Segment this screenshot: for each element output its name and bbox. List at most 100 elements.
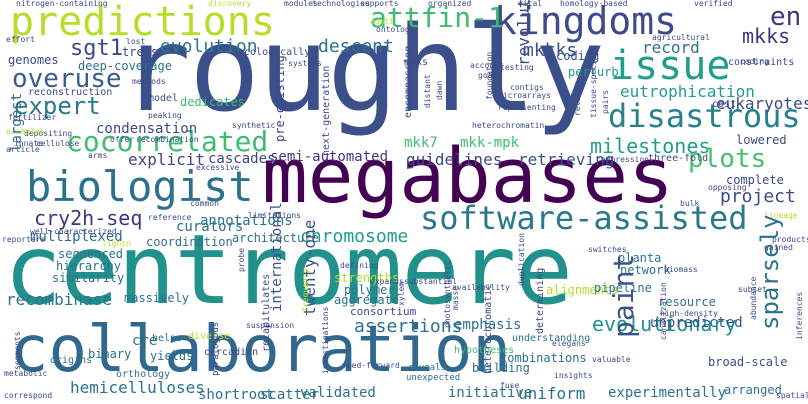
word-cre: cre (132, 333, 158, 349)
word-planta: planta (618, 251, 662, 265)
word-curators: curators (176, 219, 244, 235)
word-probe: probe (237, 247, 246, 272)
word-multiplexed: multiplexed (30, 229, 123, 245)
word-experimentally: experimentally (608, 385, 727, 401)
word-milestones: milestones (590, 134, 711, 158)
word-reference: reference (148, 213, 192, 222)
word-guidelines: guidelines (406, 150, 503, 169)
word-largest: largest (9, 92, 25, 152)
word-inferences: inferences (795, 291, 804, 340)
word-massively: massively (124, 291, 190, 305)
word-switches: switches (588, 245, 627, 254)
word-plots: plots (688, 144, 767, 174)
word-verified: verified (694, 0, 733, 8)
word-substantial: substantial (404, 277, 457, 286)
word-three-fold: three-fold (648, 153, 709, 164)
word-biomass: biomass (664, 265, 698, 274)
word-international: international (269, 202, 285, 312)
word-recombinase: recombinase (6, 290, 112, 309)
word-kingdoms: kingdoms (494, 0, 678, 43)
word-mkk7: mkk7 (404, 135, 438, 151)
word-cry2h-seq: cry2h-seq (34, 206, 143, 230)
word-project: project (720, 186, 796, 207)
word-correspond: correspond (4, 391, 53, 400)
word-testing: testing (500, 63, 534, 72)
word-heterochromatic: heterochromatic (483, 283, 494, 374)
word-chromosome: chromosome (300, 226, 409, 247)
word-binary: binary (88, 347, 132, 361)
word-valuable: valuable (592, 355, 631, 364)
word-sgt1: sgt1 (70, 36, 123, 61)
word-diverse: diverse (188, 331, 231, 342)
word-encompassing: encompassing (403, 45, 414, 118)
word-elegans: elegans (552, 339, 586, 348)
word-trees: trees (122, 45, 159, 59)
word-lignin: lignin (102, 239, 131, 248)
word-heterochromatin: heterochromatin (472, 121, 545, 130)
word-agricultural: agricultural (652, 33, 710, 42)
word-megabases: megabases (262, 131, 674, 220)
word-investigations: investigations (321, 306, 330, 374)
word-aggregate: aggregate (334, 293, 400, 307)
word-well-characterized: well-characterized (30, 227, 117, 236)
word-scatter: scatter (260, 387, 320, 403)
word-synthetic: synthetic (232, 121, 276, 130)
word-emphasis: emphasis (454, 317, 522, 333)
word-technologies: technologies (312, 0, 370, 8)
word-issue: issue (610, 43, 731, 89)
word-products: products (772, 235, 808, 244)
word-abundance: abundance (749, 276, 758, 320)
word-goal: goal (478, 71, 498, 80)
word-eutrophication: eutrophication (620, 82, 755, 101)
word-next-generation: next-generation (321, 65, 332, 156)
word-defining: defining (340, 261, 379, 270)
word-uniform: uniform (518, 384, 586, 403)
word-complete: complete (726, 173, 784, 187)
word-sequenced: sequenced (58, 247, 124, 261)
word-yields: yields (150, 349, 194, 363)
word-canalization: canalization (659, 282, 668, 340)
word-excessive: excessive (196, 163, 240, 172)
word-arranged: arranged (724, 383, 782, 397)
word-nitrogen-containing: nitrogen-containing (16, 0, 108, 8)
word-similarity: similarity (52, 271, 125, 285)
word-vital: vital (518, 0, 543, 8)
word-tissue-specific: tissue-specific (589, 45, 598, 118)
word-helps: helps (152, 333, 183, 344)
word-mpks: mpks (404, 57, 429, 68)
word-annotations: annotations (200, 213, 293, 229)
word-high-density: high-density (660, 309, 718, 318)
word-reporters: reporters (2, 235, 46, 244)
word-origins: origins (50, 355, 93, 366)
word-segments: segments (13, 331, 22, 370)
word-ecologically: ecologically (238, 47, 311, 58)
word-lowered: lowered (736, 133, 787, 147)
word-alignments: alignments (546, 283, 619, 297)
word-availability: availability (452, 283, 510, 292)
word-cost: cost (712, 99, 737, 110)
word-evolutionary: evolutionary (592, 312, 737, 336)
word-cellulose: cellulose (36, 139, 80, 148)
word-pre-existing: pre-existing (273, 55, 287, 142)
word-paralogous: paralogous (211, 321, 221, 376)
word-examples: examples (6, 127, 45, 136)
word-cascades: cascades (208, 151, 276, 167)
word-revolution: revolution (514, 0, 533, 66)
word-pairs: pairs (601, 89, 610, 114)
word-architecture: architecture (232, 231, 319, 245)
word-mkk-mpk: mkk-mpk (460, 135, 520, 151)
word-roughly: roughly (120, 0, 605, 138)
word-effort: effort (6, 35, 35, 44)
word-contigs: contigs (510, 83, 544, 92)
word-expert: expert (14, 92, 101, 120)
word-paint: paint (607, 253, 640, 338)
word-combinations: combinations (500, 351, 587, 365)
word-strengths: strengths (334, 271, 400, 285)
word-en: en (770, 2, 802, 32)
word-limitations: limitations (248, 211, 301, 220)
word-innate: innate (14, 139, 43, 148)
word-determining: determining (535, 267, 546, 334)
word-pipeline: pipeline (594, 281, 652, 295)
word-retrieving: retrieving (518, 150, 615, 169)
word-polymer: polymer (344, 283, 395, 297)
